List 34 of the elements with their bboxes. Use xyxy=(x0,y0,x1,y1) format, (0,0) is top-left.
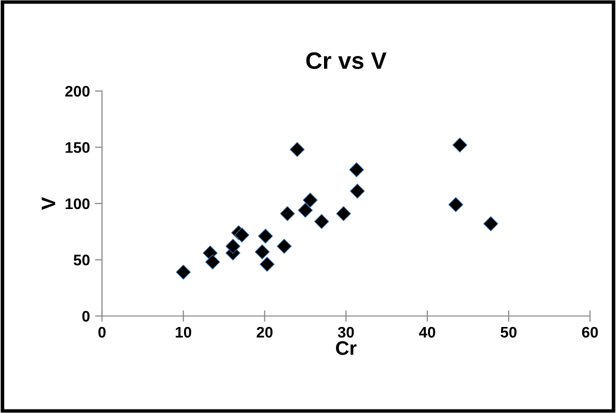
point xyxy=(452,138,468,152)
x-tick-label: 0 xyxy=(98,326,106,338)
point xyxy=(350,184,365,199)
chart-title: Cr vs V xyxy=(306,52,387,70)
point xyxy=(302,192,318,208)
y-tick-label: 0 xyxy=(82,310,90,322)
point xyxy=(280,206,295,222)
point xyxy=(205,254,220,270)
point xyxy=(349,162,364,178)
point xyxy=(226,238,240,254)
point xyxy=(276,238,292,254)
point xyxy=(448,197,464,212)
point xyxy=(176,264,191,280)
point xyxy=(336,206,351,222)
x-tick-label: 60 xyxy=(582,326,598,338)
y-axis-title: V xyxy=(42,197,56,210)
point xyxy=(290,142,305,157)
x-tick-label: 20 xyxy=(256,326,273,338)
point xyxy=(260,256,275,272)
y-tick-label: 150 xyxy=(66,142,90,153)
point xyxy=(483,216,498,232)
x-tick-label: 40 xyxy=(419,326,436,338)
x-tick-label: 10 xyxy=(176,326,192,338)
y-tick-label: 100 xyxy=(66,198,90,210)
point xyxy=(258,228,273,244)
y-tick-label: 200 xyxy=(65,86,90,97)
point xyxy=(234,228,250,242)
point xyxy=(314,214,330,229)
x-tick-label: 30 xyxy=(338,326,354,338)
point xyxy=(298,202,313,218)
y-tick-label: 50 xyxy=(74,254,90,266)
point xyxy=(254,244,270,260)
x-axis-title: Cr xyxy=(336,341,357,355)
x-tick-label: 50 xyxy=(500,326,517,338)
